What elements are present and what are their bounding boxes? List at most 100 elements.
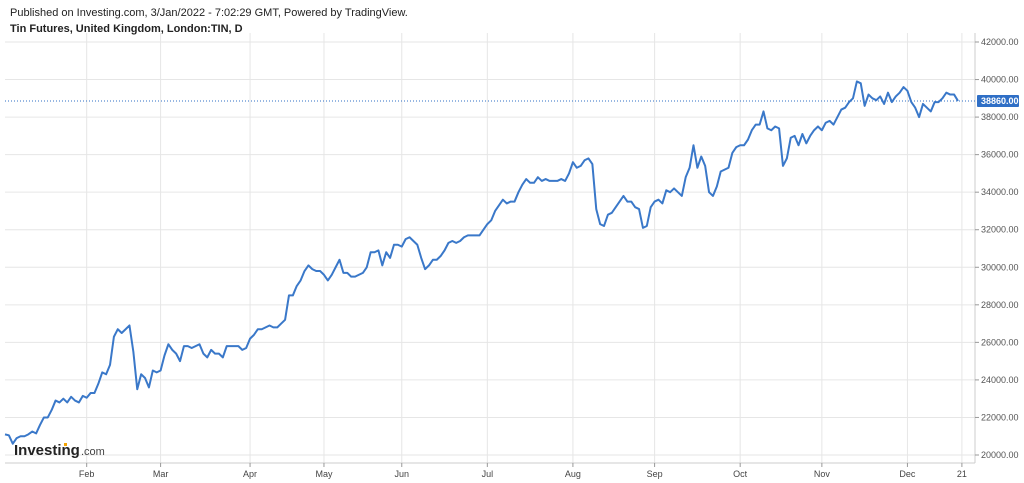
price-point: [805, 142, 807, 144]
x-tick-label: Jul: [482, 469, 494, 479]
price-point: [552, 180, 554, 182]
price-point: [763, 110, 765, 112]
price-point: [300, 279, 302, 281]
price-point: [930, 110, 932, 112]
price-point: [712, 195, 714, 197]
price-point: [374, 251, 376, 253]
price-point: [78, 401, 80, 403]
price-point: [339, 259, 341, 261]
price-point: [183, 345, 185, 347]
price-point: [949, 94, 951, 96]
price-series-line[interactable]: [4, 80, 959, 445]
price-point: [903, 86, 905, 88]
price-point: [175, 353, 177, 355]
logo-dot-icon: [64, 443, 67, 446]
price-point: [603, 225, 605, 227]
price-point: [692, 144, 694, 146]
price-point: [650, 206, 652, 208]
price-point: [253, 334, 255, 336]
price-point: [276, 326, 278, 328]
price-point: [945, 92, 947, 94]
price-point: [463, 236, 465, 238]
price-point: [817, 125, 819, 127]
price-point: [607, 214, 609, 216]
price-point: [397, 244, 399, 246]
price-point: [700, 156, 702, 158]
price-point: [517, 191, 519, 193]
price-point: [405, 238, 407, 240]
price-point: [327, 279, 329, 281]
price-point: [440, 255, 442, 257]
price-point: [479, 234, 481, 236]
price-point: [156, 371, 158, 373]
price-point: [790, 137, 792, 139]
price-point: [794, 135, 796, 137]
price-point: [125, 328, 127, 330]
price-point: [296, 285, 298, 287]
price-point: [241, 349, 243, 351]
y-tick-label: 30000.00: [981, 262, 1019, 272]
price-point: [311, 268, 313, 270]
price-point: [599, 223, 601, 225]
price-point: [206, 356, 208, 358]
price-point: [864, 105, 866, 107]
price-point: [105, 373, 107, 375]
price-point: [346, 272, 348, 274]
price-point: [319, 270, 321, 272]
price-point: [335, 266, 337, 268]
price-point: [35, 432, 37, 434]
price-point: [840, 109, 842, 111]
price-point: [728, 167, 730, 169]
price-point: [358, 274, 360, 276]
x-tick-label: Mar: [153, 469, 169, 479]
price-point: [871, 97, 873, 99]
price-point: [444, 249, 446, 251]
price-point: [284, 319, 286, 321]
price-point: [584, 159, 586, 161]
price-point: [677, 191, 679, 193]
price-point: [101, 371, 103, 373]
price-point: [455, 242, 457, 244]
price-point: [587, 157, 589, 159]
price-point: [657, 199, 659, 201]
price-point: [510, 201, 512, 203]
price-point: [167, 343, 169, 345]
price-point: [210, 349, 212, 351]
price-point: [331, 274, 333, 276]
price-point: [222, 356, 224, 358]
price-point: [171, 349, 173, 351]
price-point: [288, 294, 290, 296]
price-point: [350, 276, 352, 278]
x-tick-label: May: [315, 469, 333, 479]
price-point: [545, 178, 547, 180]
x-tick-label: Dec: [899, 469, 916, 479]
price-point: [195, 345, 197, 347]
price-points: [4, 80, 959, 444]
price-point: [109, 364, 111, 366]
price-point: [619, 201, 621, 203]
price-point: [529, 182, 531, 184]
published-caption: Published on Investing.com, 3/Jan/2022 -…: [10, 7, 408, 19]
price-point: [471, 234, 473, 236]
price-point: [770, 129, 772, 131]
price-point: [735, 146, 737, 148]
price-point: [128, 324, 130, 326]
price-point: [8, 434, 10, 436]
logo-word: Investing: [14, 442, 80, 459]
price-point: [696, 167, 698, 169]
price-point: [751, 129, 753, 131]
price-point: [786, 157, 788, 159]
price-point: [230, 345, 232, 347]
price-point: [611, 212, 613, 214]
price-point: [910, 101, 912, 103]
price-point: [572, 161, 574, 163]
price-point: [202, 353, 204, 355]
price-point: [459, 240, 461, 242]
price-point: [245, 347, 247, 349]
price-point: [20, 435, 22, 437]
price-point: [689, 167, 691, 169]
price-point: [953, 94, 955, 96]
price-point: [486, 223, 488, 225]
price-point: [198, 343, 200, 345]
